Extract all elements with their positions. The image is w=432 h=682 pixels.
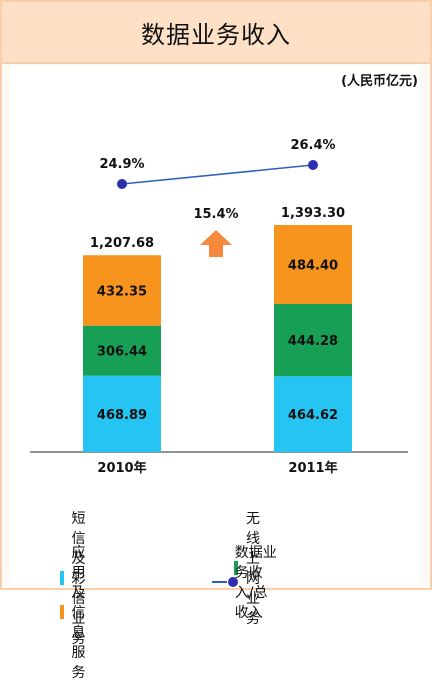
ratio-point-1 — [308, 160, 318, 170]
ratio-line-layer: 24.9% 26.4% — [99, 138, 336, 189]
ratio-series-line — [121, 164, 314, 185]
legend-label-ratio: 数据业务收入/总收入 — [234, 545, 277, 621]
data-label-wireless-0: 306.44 — [97, 345, 147, 360]
legend-swatch-apps — [60, 605, 64, 619]
up-arrow-icon — [200, 230, 232, 257]
legend-item-ratio: 数据业务收入/总收入 — [212, 542, 281, 622]
data-label-apps-1: 484.40 — [288, 258, 338, 273]
data-label-sms-0: 468.89 — [97, 408, 147, 423]
data-label-apps-0: 432.35 — [97, 284, 147, 299]
legend-item-apps: 应用及信息服务 — [60, 542, 96, 682]
ratio-label-0: 24.9% — [99, 157, 144, 172]
legend-swatch-wireless — [234, 561, 238, 575]
total-label-1: 1,393.30 — [281, 206, 345, 221]
bars-layer — [30, 225, 408, 453]
bar-segment-sms-0 — [83, 375, 161, 452]
growth-label: 15.4% — [193, 207, 238, 222]
chart-title: 数据业务收入 — [141, 20, 291, 49]
bar-segment-wireless-0 — [83, 325, 161, 376]
ratio-label-1: 26.4% — [290, 138, 335, 153]
data-label-wireless-1: 444.28 — [288, 334, 338, 349]
x-tick-label-1: 2011年 — [288, 460, 337, 476]
total-label-0: 1,207.68 — [90, 236, 154, 251]
growth-indicator: 15.4% — [193, 207, 239, 257]
legend-line-swatch-icon — [212, 577, 238, 587]
legend-label-apps: 应用及信息服务 — [71, 545, 86, 681]
legend-swatch-sms — [60, 571, 64, 585]
title-banner: 数据业务收入 — [2, 2, 430, 64]
bar-segment-wireless-1 — [274, 303, 352, 377]
bar-segment-sms-1 — [274, 376, 352, 452]
ratio-point-0 — [117, 179, 127, 189]
unit-label: (人民币亿元) — [341, 74, 418, 89]
stacked-bar-chart: 468.89 306.44 432.35 1,207.68 2010年 464.62 444… — [30, 138, 408, 476]
data-label-sms-1: 464.62 — [288, 408, 338, 423]
labels-layer: 468.89 306.44 432.35 1,207.68 2010年 464.62 444… — [90, 206, 345, 476]
bar-segment-apps-0 — [83, 255, 161, 326]
bar-segment-apps-1 — [274, 225, 352, 304]
x-tick-label-0: 2010年 — [97, 460, 146, 476]
